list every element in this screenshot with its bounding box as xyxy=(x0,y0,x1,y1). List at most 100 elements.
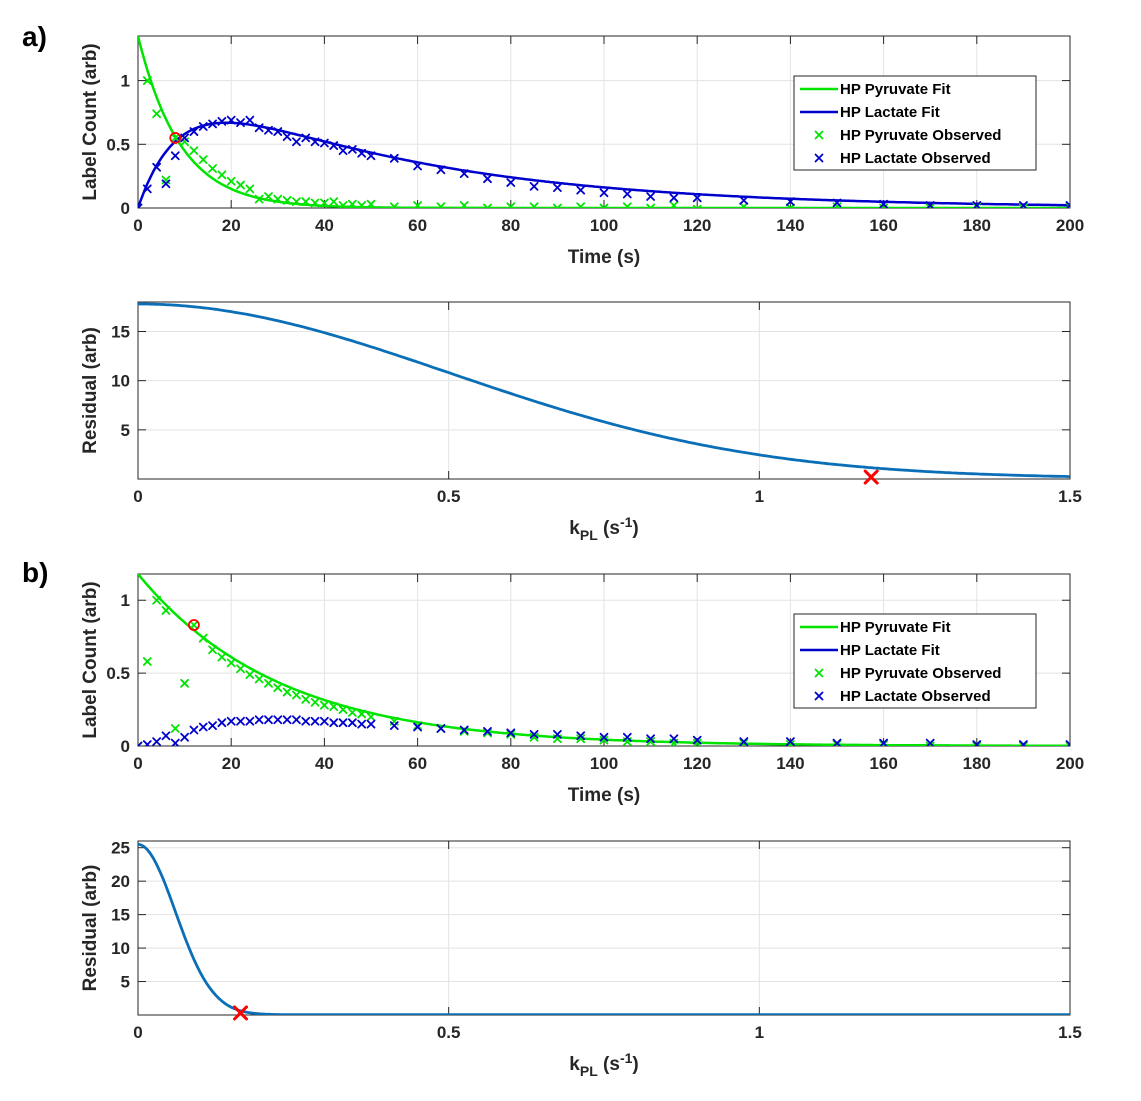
x-axis-title-part: k xyxy=(569,1054,580,1075)
lactate-observed-point xyxy=(254,715,264,725)
lactate-observed-point xyxy=(506,178,516,187)
pyruvate-observed-point xyxy=(529,732,539,742)
lactate-observed-point xyxy=(142,740,152,746)
x-tick-label: 1.5 xyxy=(1058,487,1082,506)
pyruvate-observed-point xyxy=(366,712,376,722)
x-tick-label: 160 xyxy=(869,754,897,773)
x-tick-label: 120 xyxy=(683,754,711,773)
pyruvate-observed-point xyxy=(142,76,152,85)
lactate-observed-point xyxy=(273,715,283,725)
lactate-observed-point xyxy=(292,715,301,725)
lactate-observed-point xyxy=(180,732,189,742)
lactate-observed-point xyxy=(413,722,422,732)
pyruvate-observed-point xyxy=(1019,741,1028,746)
y-tick-label: 0.5 xyxy=(106,664,130,683)
pyruvate-observed-point xyxy=(692,738,702,746)
x-tick-label: 40 xyxy=(315,754,334,773)
lactate-observed-point xyxy=(599,732,609,742)
plot-b-residual: 0 0.5 1 1.5 5 10 15 20 25 Residual (arb) kPL (s-1) xyxy=(80,839,1082,1079)
pyruvate-observed-point xyxy=(576,202,586,208)
lactate-observed-point xyxy=(217,116,227,126)
pyruvate-observed-point xyxy=(459,201,469,208)
lactate-observed-point xyxy=(366,719,376,729)
x-axis-title: Time (s) xyxy=(568,785,641,806)
x-tick-label: 60 xyxy=(408,754,427,773)
lactate-observed-point xyxy=(553,183,562,193)
x-tick-label: 100 xyxy=(590,754,618,773)
pyruvate-observed-point xyxy=(170,133,180,143)
legend-item-lactate-fit-label: HP Lactate Fit xyxy=(840,642,940,659)
x-axis-title-part: k xyxy=(569,518,580,539)
lactate-observed-point xyxy=(669,193,679,203)
axes-frame xyxy=(137,301,1071,480)
legend-item-pyruvate-fit-label: HP Pyruvate Fit xyxy=(840,619,951,636)
pyruvate-observed-point xyxy=(264,192,273,201)
lactate-observed-point xyxy=(483,727,492,736)
lactate-observed-point xyxy=(646,734,655,744)
lactate-observed-point xyxy=(506,728,516,738)
x-tick-label: 0 xyxy=(133,754,142,773)
lactate-observed-point xyxy=(338,718,348,728)
y-tick-label: 20 xyxy=(111,872,130,891)
lactate-observed-point xyxy=(357,719,367,729)
pyruvate-observed-point xyxy=(142,657,152,666)
minimum-marker xyxy=(233,1005,249,1021)
pyruvate-observed-point xyxy=(739,202,749,208)
pyruvate-observed-point xyxy=(599,735,609,745)
pyruvate-observed-point xyxy=(217,652,227,662)
pyruvate-observed-point xyxy=(161,606,171,615)
lactate-observed-point xyxy=(245,716,255,726)
pyruvate-observed-point xyxy=(972,741,982,746)
residual-curve xyxy=(138,842,1070,1015)
x-tick-label: 0.5 xyxy=(437,1023,461,1042)
pyruvate-observed-point xyxy=(310,697,320,707)
x-tick-label: 0.5 xyxy=(437,487,461,506)
pyruvate-observed-point xyxy=(236,664,245,674)
legend-item-lactate-observed-label: HP Lactate Observed xyxy=(840,688,991,705)
y-tick-label: 1 xyxy=(121,72,130,91)
lactate-observed-point xyxy=(170,151,180,161)
lactate-observed-point xyxy=(972,740,982,746)
lactate-observed-point xyxy=(1019,201,1028,208)
x-tick-label: 20 xyxy=(222,216,241,235)
plot-a-time-course: 0 20 40 60 80 100 120 140 160 180 200 0 0.5 1 Label Co… xyxy=(80,35,1084,268)
x-tick-label: 60 xyxy=(408,216,427,235)
pyruvate-observed-point xyxy=(739,738,749,746)
pyruvate-observed-point xyxy=(282,195,292,205)
legend-box xyxy=(793,613,1037,709)
pyruvate-observed-point xyxy=(170,724,180,733)
pyruvate-observed-point xyxy=(301,694,311,704)
lactate-observed-point xyxy=(529,181,539,191)
lactate-observed-point xyxy=(170,738,180,746)
pyruvate-observed-point xyxy=(254,194,264,204)
pyruvate-observed-point xyxy=(483,203,492,208)
lactate-observed-point xyxy=(292,137,301,147)
legend-item-pyruvate-fit-label: HP Pyruvate Fit xyxy=(840,81,951,98)
x-axis-title-part: (s xyxy=(598,1054,620,1075)
lactate-observed-point xyxy=(436,165,446,175)
pyruvate-observed-point xyxy=(413,201,422,208)
lactate-observed-point xyxy=(347,144,357,154)
lactate-observed-point xyxy=(925,201,935,208)
x-axis-title-part: ) xyxy=(632,1054,638,1075)
x-tick-label: 120 xyxy=(683,216,711,235)
panel-label-a: a) xyxy=(22,21,47,52)
lactate-observed-point xyxy=(1065,201,1070,208)
lactate-observed-point xyxy=(879,738,888,746)
pyruvate-observed-point xyxy=(282,687,292,697)
x-axis-title-part: PL xyxy=(580,1063,598,1079)
pyruvate-observed-point xyxy=(692,204,702,208)
lactate-observed-point xyxy=(389,721,399,730)
lactate-observed-point xyxy=(366,151,376,161)
pyruvate-observed-point xyxy=(273,683,283,693)
pyruvate-observed-point xyxy=(622,202,632,208)
pyruvate-observed-point xyxy=(347,708,357,717)
x-tick-label: 180 xyxy=(963,754,991,773)
pyruvate-observed-point xyxy=(189,146,199,156)
x-axis-title-part: -1 xyxy=(620,514,633,530)
lactate-observed-point xyxy=(217,718,227,728)
pyruvate-observed-point xyxy=(1019,203,1028,208)
pyruvate-observed-point xyxy=(347,199,357,208)
axes-background xyxy=(138,302,1070,479)
